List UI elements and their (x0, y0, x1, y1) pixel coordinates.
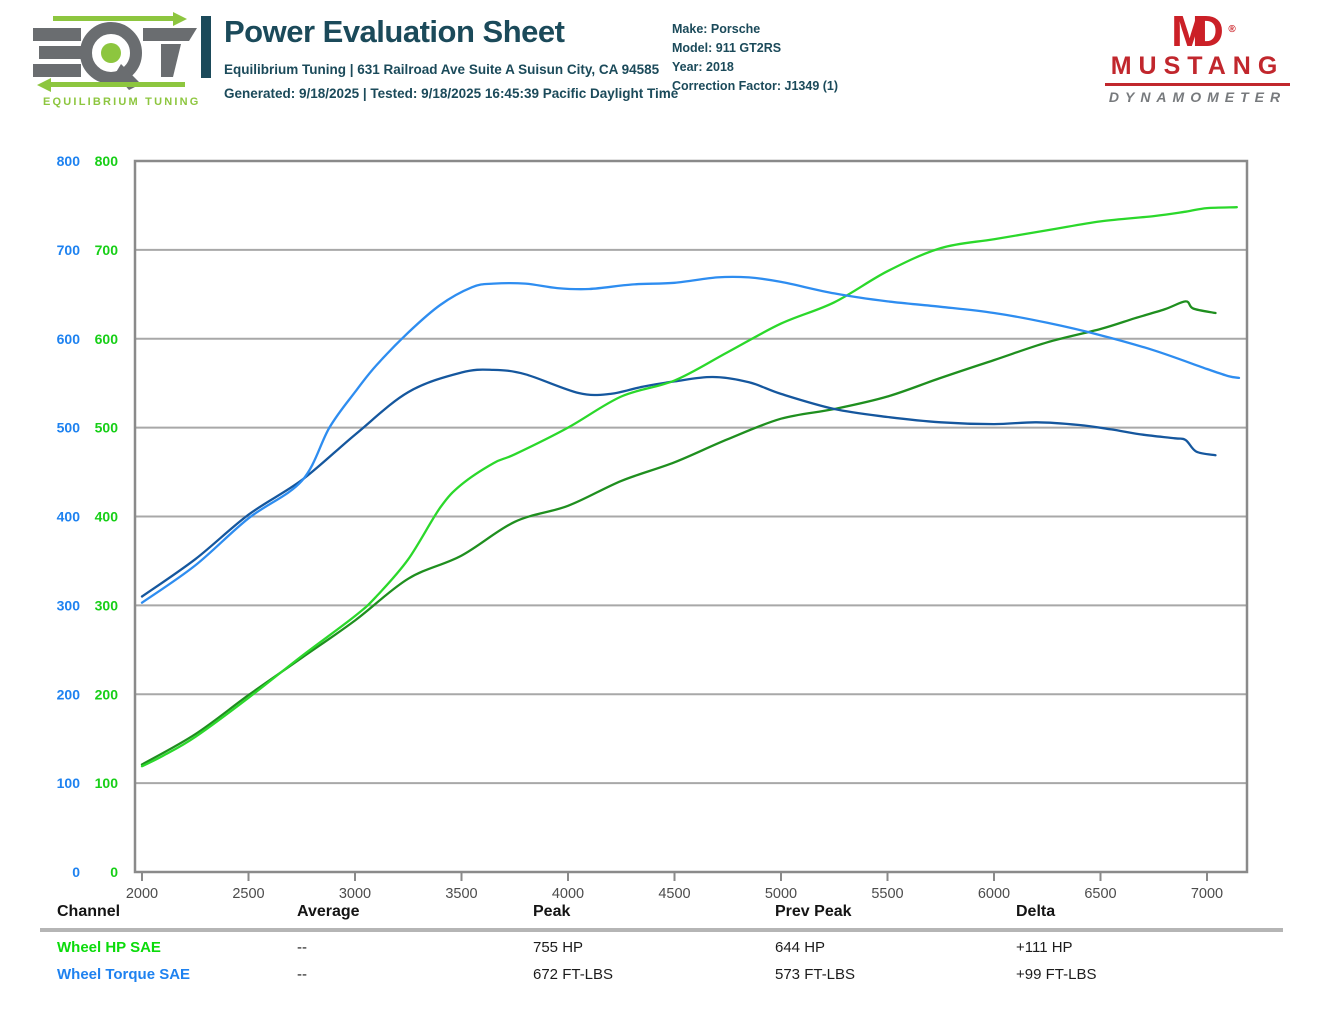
eqt-top-arrow (53, 12, 187, 26)
x-axis-label-4500: 4500 (658, 886, 690, 902)
peak-value: 672 FT-LBS (533, 966, 614, 983)
title-accent-bar (201, 16, 211, 78)
eqt-wordmark: EQUILIBRIUM TUNING (43, 96, 201, 108)
y-axis-label-green-0: 0 (110, 864, 118, 880)
x-axis-label-3500: 3500 (445, 886, 477, 902)
x-axis-label-4000: 4000 (552, 886, 584, 902)
y-axis-label-blue-800: 800 (57, 153, 81, 169)
y-axis-label-green-200: 200 (95, 686, 119, 702)
results-row-wheel-hp-sae: Wheel HP SAE -- 755 HP 644 HP +111 HP (57, 936, 1283, 959)
vehicle-year: Year: 2018 (672, 60, 734, 74)
results-table: Channel Average Peak Prev Peak Delta Wheel H… (40, 903, 1283, 986)
eqt-logo: EQUILIBRIUM TUNING (33, 12, 201, 108)
y-axis-label-green-500: 500 (95, 420, 119, 436)
x-axis-label-2000: 2000 (126, 886, 158, 902)
channel-name: Wheel HP SAE (57, 939, 161, 956)
vehicle-info: Make: Porsche Model: 911 GT2RS Year: 201… (672, 20, 838, 96)
y-axis-label-blue-200: 200 (57, 686, 81, 702)
delta-value: +111 HP (1016, 939, 1073, 956)
prev-peak-value: 644 HP (775, 939, 826, 956)
results-header-channel: Channel (57, 903, 121, 920)
results-table-header: Channel Average Peak Prev Peak Delta (57, 903, 1283, 928)
x-axis-label-3000: 3000 (339, 886, 371, 902)
x-axis-label-7000: 7000 (1191, 886, 1223, 902)
x-axis-label-2500: 2500 (232, 886, 264, 902)
x-axis-label-5000: 5000 (765, 886, 797, 902)
y-axis-label-blue-300: 300 (57, 597, 81, 613)
prev-peak-value: 573 FT-LBS (775, 966, 856, 983)
y-axis-label-green-600: 600 (95, 331, 119, 347)
x-axis-label-5500: 5500 (871, 886, 903, 902)
y-axis-label-blue-100: 100 (57, 775, 81, 791)
mustang-dynamometer-logo: MD ® MUSTANG DYNAMOMETER (1105, 10, 1290, 105)
curve-wheel-torque-sae-current-run- (140, 275, 1241, 604)
registered-mark: ® (1228, 24, 1236, 35)
curve-wheel-torque-sae-previous-run- (140, 368, 1217, 598)
y-axis-label-blue-700: 700 (57, 242, 81, 258)
shop-address: Equilibrium Tuning | 631 Railroad Ave Su… (224, 62, 660, 77)
y-axis-label-green-300: 300 (95, 597, 119, 613)
x-axis-label-6500: 6500 (1084, 886, 1116, 902)
mustang-wordmark: MUSTANG (1105, 52, 1290, 86)
generated-tested-line: Generated: 9/18/2025 | Tested: 9/18/2025… (224, 86, 679, 101)
results-header-prev-peak: Prev Peak (775, 903, 852, 920)
y-axis-label-blue-0: 0 (72, 864, 80, 880)
channel-name: Wheel Torque SAE (57, 966, 191, 983)
eqt-letter-e (33, 28, 81, 77)
results-header-peak: Peak (533, 903, 571, 920)
eqt-bottom-arrow (37, 78, 185, 92)
y-axis-label-blue-400: 400 (57, 509, 81, 525)
y-axis-label-green-100: 100 (95, 775, 119, 791)
x-axis-label-6000: 6000 (978, 886, 1010, 902)
y-axis-label-blue-500: 500 (57, 420, 81, 436)
vehicle-make: Make: Porsche (672, 22, 761, 36)
dynamometer-wordmark: DYNAMOMETER (1108, 89, 1287, 105)
results-table-rule (40, 928, 1283, 932)
peak-value: 755 HP (533, 939, 584, 956)
curve-wheel-hp-sae-current-run- (140, 206, 1238, 768)
page-title: Power Evaluation Sheet (224, 14, 565, 49)
delta-value: +99 FT-LBS (1016, 966, 1097, 983)
plot-border (133, 159, 1249, 874)
vehicle-model: Model: 911 GT2RS (672, 41, 782, 55)
md-monogram: MD ® (1171, 7, 1236, 56)
results-header-average: Average (297, 903, 360, 920)
correction-factor: Correction Factor: J1349 (1) (672, 79, 839, 93)
results-header-delta: Delta (1016, 903, 1056, 920)
average-value: -- (297, 966, 307, 983)
results-row-wheel-torque-sae: Wheel Torque SAE -- 672 FT-LBS 573 FT-LBS +9… (57, 963, 1283, 986)
average-value: -- (297, 939, 307, 956)
eqt-letter-t (143, 28, 197, 77)
y-axis-label-blue-600: 600 (57, 331, 81, 347)
curve-wheel-hp-sae-previous-run- (140, 300, 1217, 766)
y-axis-label-green-400: 400 (95, 509, 119, 525)
y-axis-label-green-700: 700 (95, 242, 119, 258)
y-axis-label-green-800: 800 (95, 153, 119, 169)
